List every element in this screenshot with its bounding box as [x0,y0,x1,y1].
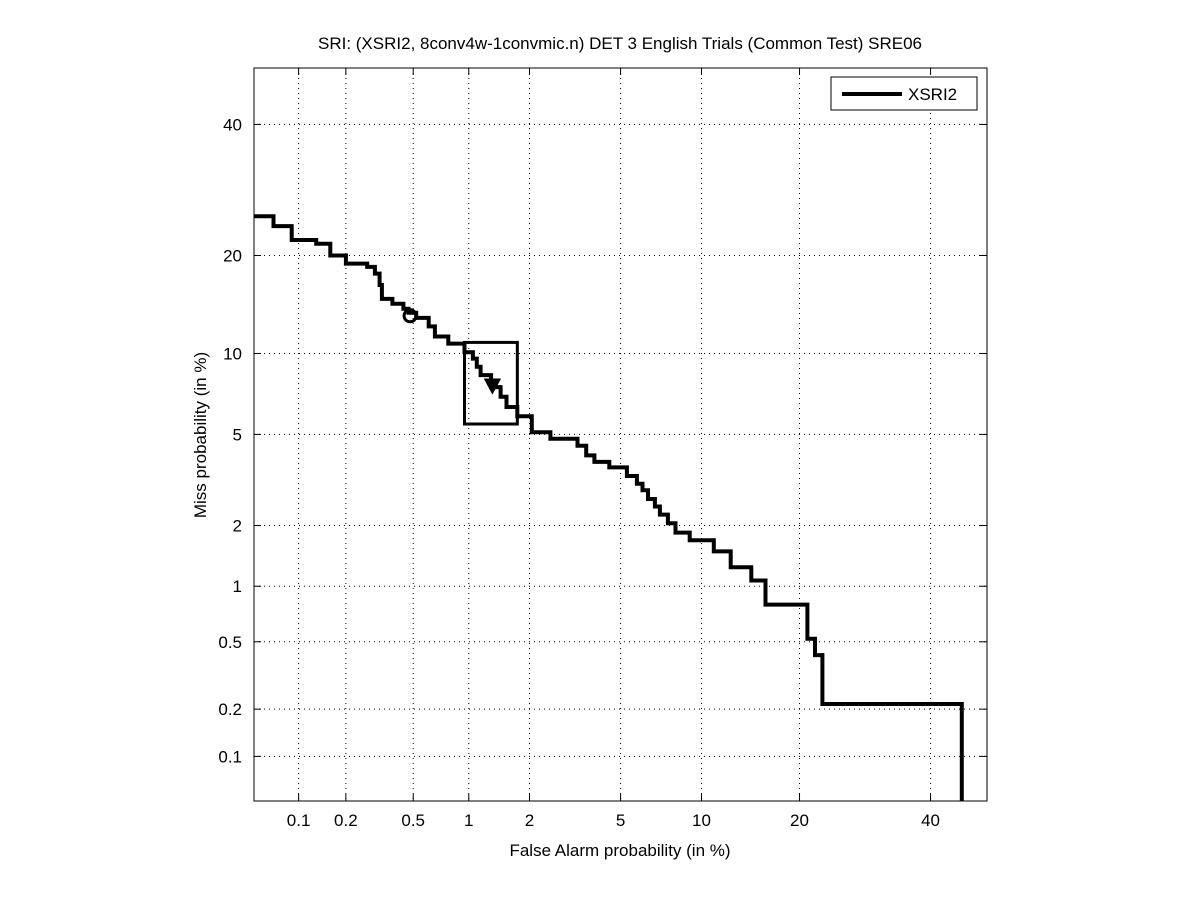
y-tick-label: 0.2 [218,700,242,719]
y-tick-label: 40 [223,115,242,134]
y-tick-label: 0.1 [218,747,242,766]
x-tick-label: 0.1 [287,811,311,830]
x-tick-label: 20 [790,811,809,830]
x-tick-label: 40 [921,811,940,830]
x-tick-label: 0.5 [401,811,425,830]
y-tick-label: 2 [233,516,242,535]
x-tick-label: 5 [616,811,625,830]
y-axis-label: Miss probability (in %) [191,352,210,518]
y-tick-label: 5 [233,425,242,444]
y-tick-label: 1 [233,577,242,596]
axis-ticks: 0.1 0.2 0.5 1 2 5 10 20 40 0.1 0.2 0.5 1 2 5 10 20 40 [218,68,987,830]
x-tick-label: 10 [692,811,711,830]
x-tick-label: 0.2 [334,811,358,830]
min-dcf-circle-marker [402,308,418,324]
grid-lines [254,68,987,801]
y-tick-label: 10 [223,344,242,363]
y-tick-label: 0.5 [218,633,242,652]
series-layer [254,214,964,801]
legend-label-xsri2: XSRI2 [908,85,957,104]
x-axis-label: False Alarm probability (in %) [509,841,730,860]
operating-point-box [463,340,519,426]
legend: XSRI2 [830,76,978,111]
actual-dcf-triangle-marker [483,378,502,395]
chart-title: SRI: (XSRI2, 8conv4w-1convmic.n) DET 3 E… [318,34,922,53]
x-tick-label: 1 [464,811,473,830]
x-tick-label: 2 [525,811,534,830]
y-tick-label: 20 [223,246,242,265]
